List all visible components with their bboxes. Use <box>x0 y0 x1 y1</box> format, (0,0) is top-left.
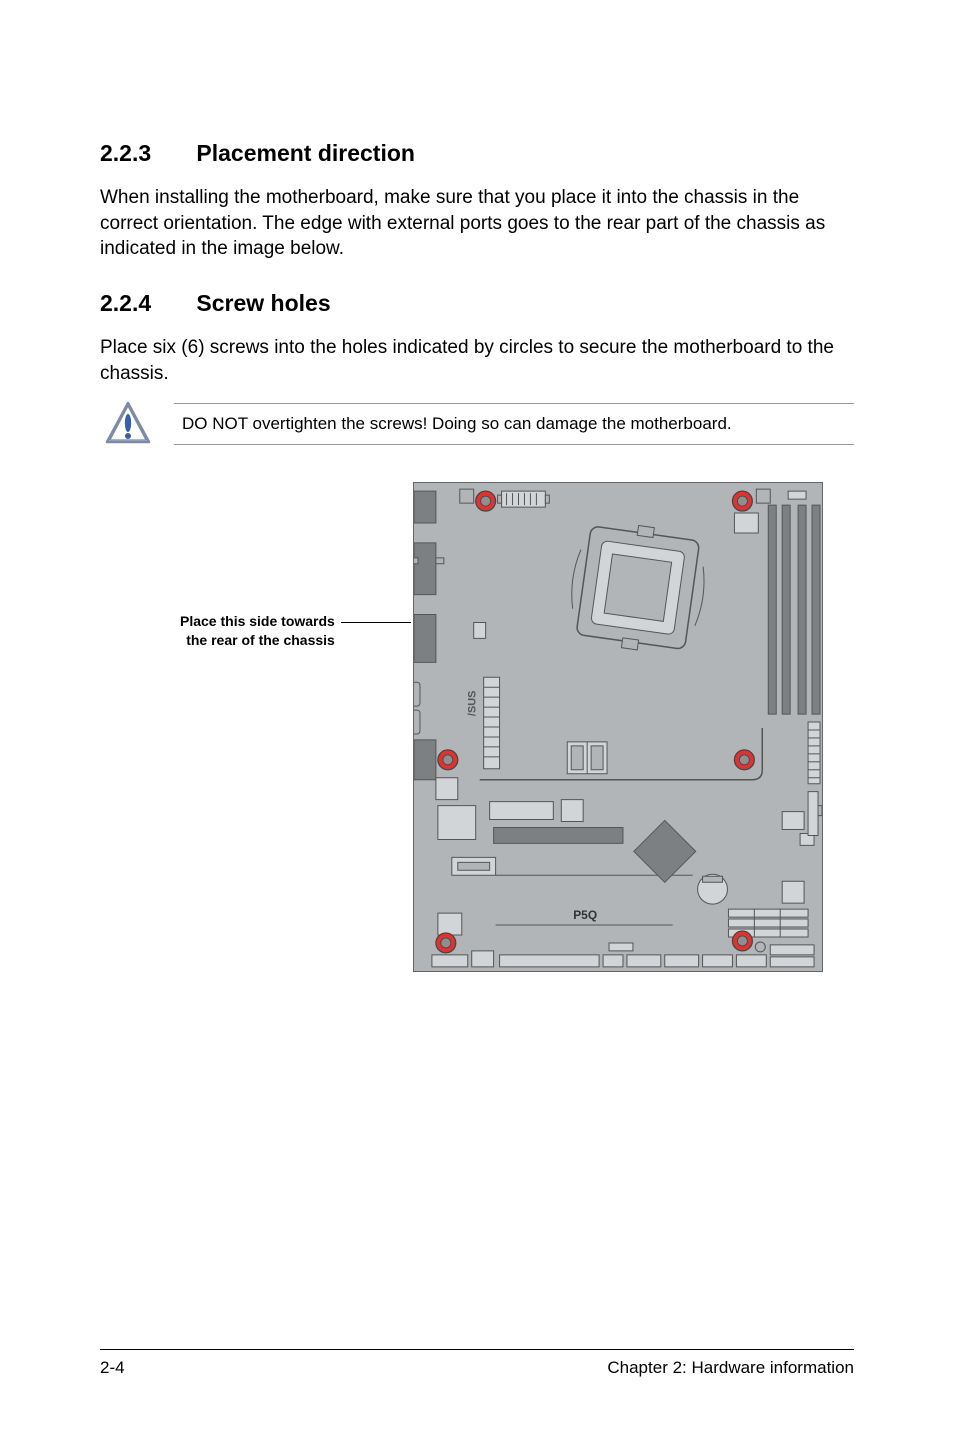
motherboard-diagram: Place this side towards the rear of the … <box>180 482 854 972</box>
label-leader-line <box>341 622 411 623</box>
svg-text:/SUS: /SUS <box>467 691 479 717</box>
motherboard-svg: /SUS <box>413 482 823 972</box>
body-paragraph: Place six (6) screws into the holes indi… <box>100 335 854 386</box>
diagram-side-label: Place this side towards the rear of the … <box>180 482 335 650</box>
section-number: 2.2.4 <box>100 290 190 317</box>
screw-hole <box>476 491 496 511</box>
section-title: Placement direction <box>196 140 415 166</box>
screw-hole <box>438 750 458 770</box>
screw-hole <box>732 931 752 951</box>
warning-callout: DO NOT overtighten the screws! Doing so … <box>100 400 854 448</box>
callout-text: DO NOT overtighten the screws! Doing so … <box>174 403 854 445</box>
screw-hole <box>732 491 752 511</box>
screw-hole <box>436 933 456 953</box>
section-title: Screw holes <box>196 290 330 316</box>
section-number: 2.2.3 <box>100 140 190 167</box>
warning-icon <box>104 400 152 448</box>
section-heading: 2.2.3 Placement direction <box>100 140 854 167</box>
screw-hole <box>734 750 754 770</box>
board-model-label: P5Q <box>573 908 597 922</box>
page-footer: 2-4 Chapter 2: Hardware information <box>100 1349 854 1378</box>
body-paragraph: When installing the motherboard, make su… <box>100 185 854 262</box>
chapter-label: Chapter 2: Hardware information <box>607 1358 854 1378</box>
page-number: 2-4 <box>100 1358 125 1378</box>
section-heading: 2.2.4 Screw holes <box>100 290 854 317</box>
